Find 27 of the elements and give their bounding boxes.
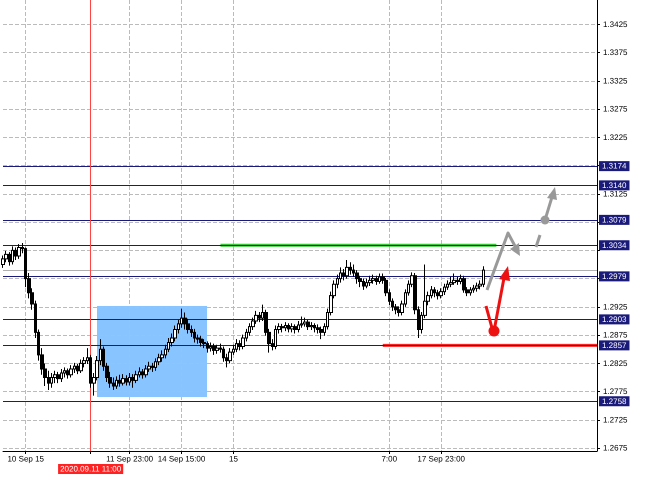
x-tick-label: 17 Sep 23:00 — [417, 454, 466, 464]
x-tick-label: 15 — [229, 454, 238, 464]
y-tick-label: 1.3325 — [603, 76, 628, 86]
y-tick-label: 1.2875 — [603, 330, 628, 340]
x-tick-label: 11 Sep 23:00 — [106, 454, 154, 464]
y-tick-label: 1.3225 — [603, 132, 628, 142]
y-tick-label: 1.2775 — [603, 387, 628, 396]
x-tick-label: 7:00 — [381, 454, 398, 464]
y-tick-label: 1.3275 — [603, 104, 628, 114]
x-tick-label: 2020.09.11 11:00 — [60, 464, 122, 474]
ref-line-label: 1.3034 — [602, 240, 628, 250]
y-tick-label: 1.2675 — [603, 444, 628, 453]
y-tick-label: 1.3425 — [603, 20, 628, 29]
ref-line-label: 1.2857 — [602, 340, 628, 350]
ref-line-label: 1.2903 — [602, 314, 628, 324]
ref-line-label: 1.2979 — [602, 272, 628, 281]
ref-line-label: 1.3174 — [602, 162, 628, 171]
y-tick-label: 1.3125 — [603, 189, 628, 198]
y-tick-label: 1.3375 — [603, 48, 628, 58]
ref-line-label: 1.3079 — [602, 215, 628, 224]
ref-line-label: 1.3140 — [602, 180, 628, 190]
y-tick-label: 1.2825 — [603, 358, 628, 368]
ref-line-label: 1.2758 — [602, 396, 628, 406]
y-tick-label: 1.2725 — [603, 415, 628, 424]
x-tick-label: 10 Sep 15 — [7, 454, 45, 464]
x-tick-label: 14 Sep 15:00 — [158, 454, 206, 464]
y-tick-label: 1.2925 — [603, 302, 628, 312]
